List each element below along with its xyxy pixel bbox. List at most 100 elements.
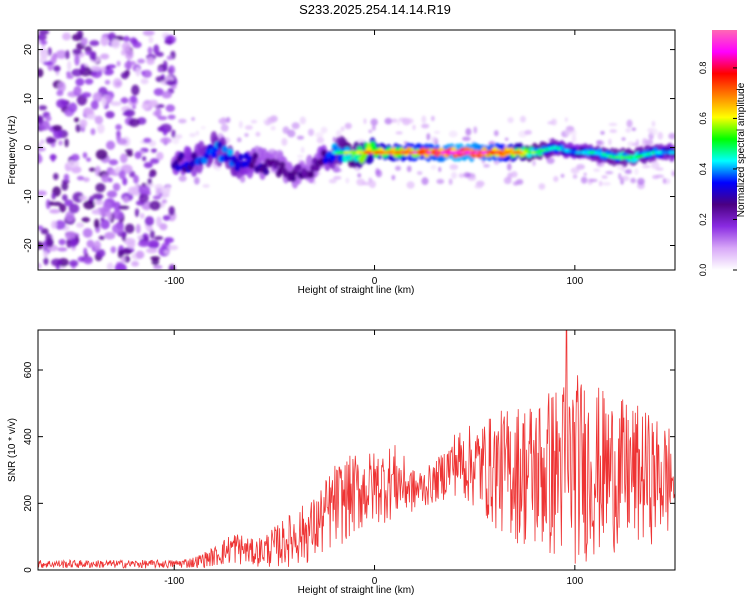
noise-cell: [76, 222, 85, 228]
noise-cell: [66, 71, 72, 77]
x-tick-label: -100: [164, 276, 184, 287]
noise-cell: [193, 177, 200, 185]
noise-cell: [116, 60, 121, 67]
noise-cell: [104, 79, 111, 85]
noise-cell: [138, 185, 151, 195]
noise-cell: [391, 174, 396, 181]
noise-cell: [571, 135, 577, 143]
noise-cell: [474, 184, 483, 189]
noise-cell: [668, 132, 675, 140]
noise-cell: [320, 126, 328, 134]
noise-cell: [94, 115, 104, 125]
colorbar: 0.0 0.2 0.4 0.6 0.8 Normalized spectral ampl…: [698, 30, 747, 276]
noise-cell: [512, 181, 519, 186]
noise-cell: [465, 127, 472, 136]
noise-cell: [38, 33, 47, 41]
noise-cell: [79, 119, 88, 128]
noise-cell: [642, 165, 651, 169]
noise-cell: [94, 199, 105, 206]
y-tick-label: 400: [23, 428, 34, 445]
noise-cell: [105, 140, 116, 150]
noise-cell: [165, 185, 171, 194]
noise-cell: [104, 231, 116, 240]
noise-cell: [120, 97, 129, 104]
noise-cell: [69, 238, 78, 248]
noise-cell: [510, 171, 518, 178]
noise-cell: [96, 249, 106, 258]
noise-cell: [121, 248, 133, 255]
noise-cell: [164, 249, 170, 255]
noise-cell: [356, 139, 366, 143]
snr-panel: -100 0 100 0 200 400 600 Height of straight l…: [7, 329, 676, 596]
noise-cell: [129, 95, 138, 104]
noise-cell: [124, 61, 133, 70]
noise-cell: [519, 115, 526, 123]
noise-cell: [328, 178, 337, 184]
y-tick-label: 20: [23, 44, 34, 56]
noise-cell: [103, 68, 114, 76]
y-tick-label: 10: [23, 93, 34, 105]
colorbar-tick-label: 0.4: [698, 163, 708, 176]
noise-cell: [164, 237, 170, 246]
noise-cell: [101, 97, 107, 107]
noise-cell: [86, 114, 97, 120]
noise-cell: [157, 115, 168, 121]
noise-cell: [46, 237, 54, 248]
noise-cell: [189, 132, 196, 138]
noise-cell: [110, 246, 117, 254]
noise-cell: [397, 119, 401, 126]
noise-cell: [421, 123, 430, 129]
noise-cell: [119, 153, 128, 164]
noise-cell: [120, 264, 127, 270]
noise-cell: [108, 159, 119, 166]
noise-cell: [120, 72, 129, 80]
noise-cell: [68, 102, 78, 113]
noise-cell: [627, 141, 634, 147]
noise-cell: [113, 201, 121, 212]
noise-cell: [634, 168, 639, 175]
noise-cell: [583, 172, 587, 176]
noise-cell: [637, 177, 645, 185]
noise-cell: [426, 133, 431, 141]
noise-cell: [112, 210, 124, 220]
noise-cell: [596, 140, 603, 145]
noise-cell: [195, 130, 200, 136]
noise-cell: [152, 195, 162, 200]
noise-cell: [307, 128, 315, 137]
noise-cell: [560, 173, 565, 178]
snr-line: [38, 330, 675, 570]
x-tick-label: 100: [566, 276, 583, 287]
noise-cell: [608, 138, 612, 146]
noise-cell: [53, 65, 61, 72]
noise-cell: [45, 115, 52, 122]
noise-cell: [90, 65, 102, 72]
noise-cell: [118, 205, 130, 210]
noise-cell: [621, 137, 626, 141]
y-tick-label: 600: [23, 361, 34, 378]
noise-cell: [141, 103, 150, 110]
ridge-cell: [308, 170, 315, 179]
noise-cell: [300, 146, 305, 154]
noise-cell: [58, 238, 66, 246]
snr-y-ticks: 0 200 400 600: [23, 361, 675, 573]
noise-cell: [405, 118, 414, 124]
noise-cell: [124, 223, 135, 234]
noise-cell: [506, 163, 512, 171]
noise-cell: [160, 137, 172, 144]
noise-cell: [164, 39, 173, 45]
noise-cell: [50, 153, 56, 162]
noise-cell: [135, 223, 141, 234]
noise-cell: [43, 250, 49, 258]
noise-cell: [143, 137, 152, 144]
noise-cell: [155, 216, 162, 227]
noise-cell: [82, 152, 88, 159]
noise-cell: [65, 211, 75, 222]
snr-y-label: SNR (10 * v/v): [7, 418, 18, 482]
noise-cell: [141, 156, 147, 162]
noise-cell: [244, 133, 249, 137]
noise-cell: [89, 50, 95, 61]
noise-cell: [74, 54, 80, 66]
noise-cell: [147, 178, 153, 185]
noise-cell: [631, 127, 637, 132]
